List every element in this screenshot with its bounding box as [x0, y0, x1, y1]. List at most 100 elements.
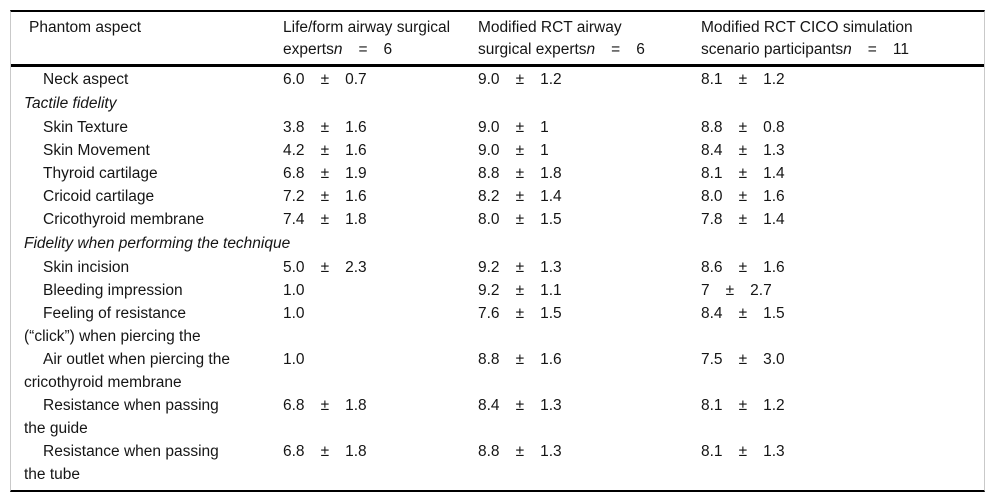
table-row: Resistance when passing the tube 6.8 ±1.8 8.…: [11, 440, 984, 486]
mean-value: 8.1: [701, 71, 723, 88]
sd-value: 2.3: [345, 259, 367, 276]
row-label-cell: Cricoid cartilage: [11, 185, 283, 208]
sd-value: 1.3: [763, 142, 785, 159]
table-row: Air outlet when piercing the cricothyroid…: [11, 348, 984, 394]
row-label-cell: Skin Movement: [11, 139, 283, 162]
sd-value: 1.4: [763, 165, 785, 182]
table-body: Neck aspect 6.0 ±0.7 9.0 ±1.2 8.1 ±1.2 Tactile …: [11, 67, 984, 490]
section-label: Fidelity when performing the technique: [24, 235, 291, 252]
sd-value: 1.2: [540, 71, 562, 88]
row-label-cell: Fidelity when performing the technique: [11, 232, 984, 255]
mean-value: 4.2: [283, 142, 305, 159]
value-cell: 7.6 ±1.5: [478, 302, 701, 325]
mean-value: 6.8: [283, 397, 305, 414]
value-cell: 8.8 ±1.3: [478, 440, 701, 463]
mean-value: 7.4: [283, 211, 305, 228]
mean-value: 7.2: [283, 188, 305, 205]
value-cell: 7.5 ±3.0: [701, 348, 984, 371]
mean-value: 1.0: [283, 282, 305, 299]
row-label-continuation: the tube: [24, 466, 81, 483]
value-cell: 8.0 ±1.6: [701, 185, 984, 208]
plus-minus-sign: ±: [515, 305, 525, 322]
section-header-row: Tactile fidelity: [11, 92, 984, 115]
value-cell: 8.8 ±1.6: [478, 348, 701, 371]
plus-minus-sign: ±: [738, 259, 748, 276]
row-label: Skin incision: [43, 259, 130, 276]
value-cell: 4.2 ±1.6: [283, 139, 478, 162]
value-cell: 7.2 ±1.6: [283, 185, 478, 208]
n-count: 11: [892, 41, 909, 58]
sd-value: 1.3: [540, 259, 562, 276]
plus-minus-sign: ±: [738, 71, 748, 88]
plus-minus-sign: ±: [515, 259, 525, 276]
plus-minus-sign: ±: [320, 211, 330, 228]
mean-value: 3.8: [283, 119, 305, 136]
value-cell: 7.8 ±1.4: [701, 208, 984, 231]
row-label: Bleeding impression: [43, 282, 183, 299]
value-cell: 8.0 ±1.5: [478, 208, 701, 231]
row-label: Cricothyroid membrane: [43, 211, 205, 228]
column-header-label: experts: [283, 41, 334, 58]
value-cell: 8.8 ±0.8: [701, 116, 984, 139]
sd-value: 1.2: [763, 397, 785, 414]
value-cell: 1.0: [283, 279, 478, 302]
section-label: Tactile fidelity: [24, 95, 117, 112]
column-header-phantom-aspect: Phantom aspect: [29, 19, 142, 36]
sd-value: 0.7: [345, 71, 367, 88]
value-cell: 9.2 ±1.1: [478, 279, 701, 302]
value-cell: 8.4 ±1.5: [701, 302, 984, 325]
sd-value: 1.6: [763, 259, 785, 276]
row-label-cell: Feeling of resistance (“click”) when pier…: [11, 302, 283, 348]
sd-value: 1.4: [763, 211, 785, 228]
table-row: Resistance when passing the guide 6.8 ±1.8 8…: [11, 394, 984, 440]
sd-value: 1.8: [345, 211, 367, 228]
mean-value: 8.8: [478, 165, 500, 182]
mean-value: 8.0: [478, 211, 500, 228]
plus-minus-sign: ±: [515, 397, 525, 414]
sd-value: 1.6: [763, 188, 785, 205]
column-header-lifeform-experts: Life/form airway surgical expertsn = 6: [283, 17, 478, 61]
plus-minus-sign: ±: [320, 443, 330, 460]
column-header-cico-participants: Modified RCT CICO simulation scenario pa…: [701, 17, 984, 61]
mean-value: 8.8: [478, 443, 500, 460]
mean-value: 8.8: [478, 351, 500, 368]
sd-value: 3.0: [763, 351, 785, 368]
mean-value: 9.2: [478, 282, 500, 299]
column-header-line1: Modified RCT CICO simulation: [701, 19, 913, 36]
value-cell: 8.8 ±1.8: [478, 162, 701, 185]
sd-value: 1.6: [540, 351, 562, 368]
plus-minus-sign: ±: [515, 282, 525, 299]
value-cell: 6.8 ±1.8: [283, 440, 478, 463]
table-header-row: Phantom aspect Life/form airway surgical…: [11, 12, 984, 67]
mean-value: 8.0: [701, 188, 723, 205]
row-label-cell: Thyroid cartilage: [11, 162, 283, 185]
sd-value: 1.1: [540, 282, 562, 299]
n-symbol: n: [843, 41, 852, 58]
sd-value: 1.4: [540, 188, 562, 205]
column-header-line2: expertsn = 6: [283, 39, 478, 61]
n-symbol: n: [333, 41, 343, 58]
value-cell: 3.8 ±1.6: [283, 116, 478, 139]
mean-value: 5.0: [283, 259, 305, 276]
mean-value: 1.0: [283, 351, 305, 368]
plus-minus-sign: ±: [738, 142, 748, 159]
plus-minus-sign: ±: [320, 119, 330, 136]
mean-value: 8.4: [701, 305, 723, 322]
plus-minus-sign: ±: [515, 119, 525, 136]
sd-value: 1.5: [763, 305, 785, 322]
plus-minus-sign: ±: [320, 397, 330, 414]
mean-value: 7: [701, 282, 710, 299]
value-cell: 8.6 ±1.6: [701, 256, 984, 279]
sd-value: 1: [540, 142, 549, 159]
plus-minus-sign: ±: [515, 71, 525, 88]
plus-minus-sign: ±: [515, 443, 525, 460]
row-label-cell: Neck aspect: [11, 68, 283, 91]
sd-value: 1.5: [540, 305, 562, 322]
row-label: Resistance when passing: [43, 443, 219, 460]
row-label: Skin Movement: [43, 142, 150, 159]
sd-value: 1.2: [763, 71, 785, 88]
value-cell: 7.4 ±1.8: [283, 208, 478, 231]
equals-sign: =: [867, 41, 877, 58]
sd-value: 1.8: [540, 165, 562, 182]
plus-minus-sign: ±: [738, 443, 748, 460]
